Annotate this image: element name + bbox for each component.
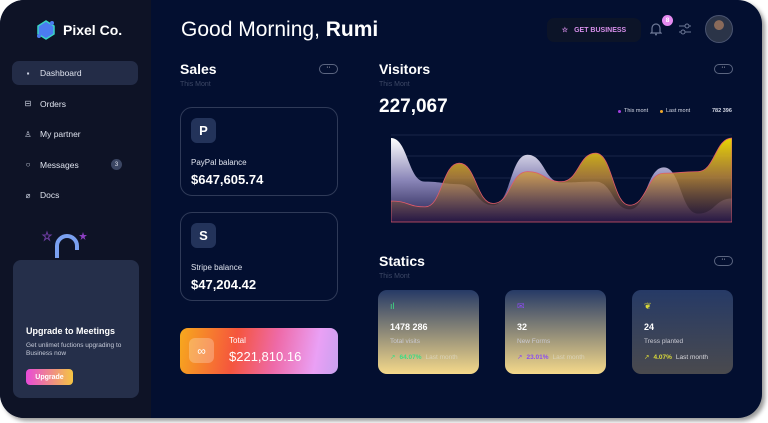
brand-name: Pixel Co.: [63, 22, 123, 38]
statics-more-button[interactable]: ··: [714, 256, 733, 266]
legend-this-month: This mont: [618, 108, 648, 114]
stat-change-value: 64.07%: [399, 353, 422, 361]
visitors-subtitle: This Mont: [379, 81, 410, 88]
sidebar-item-messages[interactable]: ○ Messages 3: [12, 153, 138, 177]
paypal-card[interactable]: P PayPal balance $647,605.74: [180, 107, 338, 196]
total-label: Total: [229, 336, 246, 345]
upgrade-card: Upgrade to Meetings Get unlimet fuctions…: [13, 260, 139, 398]
paypal-value: $647,605.74: [191, 172, 264, 187]
trend-up-icon: ↗: [390, 354, 396, 361]
sidebar-nav: ▪ Dashboard ⊟ Orders ♙ My partner ○ Messages…: [12, 61, 138, 214]
page-title: Good Morning, Rumi: [181, 18, 378, 42]
paypal-icon: P: [191, 118, 216, 143]
sidebar-item-label: My partner: [40, 129, 81, 139]
upgrade-text: Get unlimet fuctions upgrading to Busine…: [26, 342, 122, 357]
visitors-title: Visitors: [379, 61, 431, 77]
trend-up-icon: ↗: [517, 354, 523, 361]
grid-icon: ▪: [26, 68, 30, 78]
stat-period: Last month: [552, 353, 585, 361]
statics-title: Statics: [379, 253, 425, 269]
stripe-card[interactable]: S Stripe balance $47,204.42: [180, 212, 338, 301]
avatar[interactable]: [705, 15, 733, 43]
sidebar-item-label: Messages: [40, 159, 79, 170]
get-business-button[interactable]: ☆ GET BUSINESS: [547, 18, 641, 42]
legend-label: This mont: [624, 108, 649, 114]
sidebar-item-label: Orders: [40, 98, 66, 109]
leaf-icon: ❦: [644, 301, 652, 311]
series-last-month-area: [391, 137, 732, 223]
stat-label: Tress planted: [644, 338, 684, 345]
link-icon: ∞: [189, 338, 214, 363]
stat-change: ↗ 4.07% Last month: [644, 353, 709, 362]
sidebar-item-label: Dashboard: [40, 68, 82, 78]
stat-period: Last month: [425, 353, 458, 361]
sidebar-item-orders[interactable]: ⊟ Orders: [12, 92, 138, 116]
statics-subtitle: This Mont: [379, 273, 410, 280]
upgrade-button[interactable]: Upgrade: [26, 369, 73, 385]
sidebar-item-label: Docs: [40, 190, 60, 200]
settings-sliders-icon[interactable]: [678, 23, 692, 35]
visitors-value: 227,067: [379, 96, 448, 117]
sales-title: Sales: [180, 61, 217, 77]
visitors-area-chart: [391, 134, 732, 223]
legend-label: Last mont: [666, 108, 691, 114]
brand-logo[interactable]: Pixel Co.: [36, 20, 122, 40]
greeting-text: Good Morning,: [181, 18, 326, 41]
stripe-value: $47,204.42: [191, 277, 257, 292]
notification-badge: 8: [662, 15, 673, 26]
logo-icon: [37, 20, 55, 40]
visitors-more-button[interactable]: ··: [714, 64, 733, 74]
user-name: Rumi: [325, 18, 379, 41]
get-business-label: GET BUSINESS: [574, 26, 627, 34]
stripe-label: Stripe balance: [191, 263, 243, 272]
star-icon: ☆: [561, 27, 569, 34]
stat-change-value: 23.01%: [526, 353, 549, 361]
mail-icon: ✉: [517, 301, 525, 311]
messages-badge: 3: [111, 159, 122, 170]
legend-total: 782 396: [712, 108, 732, 114]
sidebar-item-dashboard[interactable]: ▪ Dashboard: [12, 61, 138, 85]
stat-period: Last month: [675, 353, 709, 361]
stat-card-trees-planted[interactable]: ❦ 24 Tress planted ↗ 4.07% Last month: [632, 290, 733, 374]
stripe-icon: S: [191, 223, 216, 248]
sidebar-item-my-partner[interactable]: ♙ My partner: [12, 122, 138, 146]
paypal-label: PayPal balance: [191, 158, 247, 167]
stat-label: New Forms: [517, 338, 551, 345]
stat-value: 1478 286: [390, 322, 428, 332]
total-balance-card[interactable]: ∞ Total $221,810.16: [180, 328, 338, 374]
sales-more-button[interactable]: ··: [319, 64, 338, 74]
stat-label: Total visits: [390, 338, 420, 345]
upgrade-title: Upgrade to Meetings: [26, 326, 116, 336]
user-icon: ♙: [24, 129, 32, 139]
paperclip-icon: ⌀: [25, 190, 31, 200]
bell-icon[interactable]: [650, 22, 662, 36]
sales-subtitle: This Mont: [180, 81, 211, 88]
legend-last-month: Last mont: [660, 108, 690, 114]
stat-card-total-visits[interactable]: ıl 1478 286 Total visits ↗ 64.07% Last mon…: [378, 290, 479, 374]
trend-up-icon: ↗: [644, 354, 650, 361]
total-value: $221,810.16: [229, 349, 302, 364]
stat-card-new-forms[interactable]: ✉ 32 New Forms ↗ 23.01% Last month: [505, 290, 606, 374]
stat-change: ↗ 64.07% Last month: [390, 353, 458, 362]
sidebar-item-docs[interactable]: ⌀ Docs: [12, 183, 138, 207]
chat-icon: ○: [25, 160, 31, 169]
sidebar: Pixel Co. ▪ Dashboard ⊟ Orders ♙ My partner…: [0, 0, 151, 418]
cart-icon: ⊟: [24, 99, 32, 108]
stat-change: ↗ 23.01% Last month: [517, 353, 585, 362]
stat-change-value: 4.07%: [653, 353, 672, 361]
bar-chart-icon: ıl: [390, 301, 395, 311]
stat-value: 32: [517, 322, 528, 332]
stat-value: 24: [644, 322, 655, 332]
